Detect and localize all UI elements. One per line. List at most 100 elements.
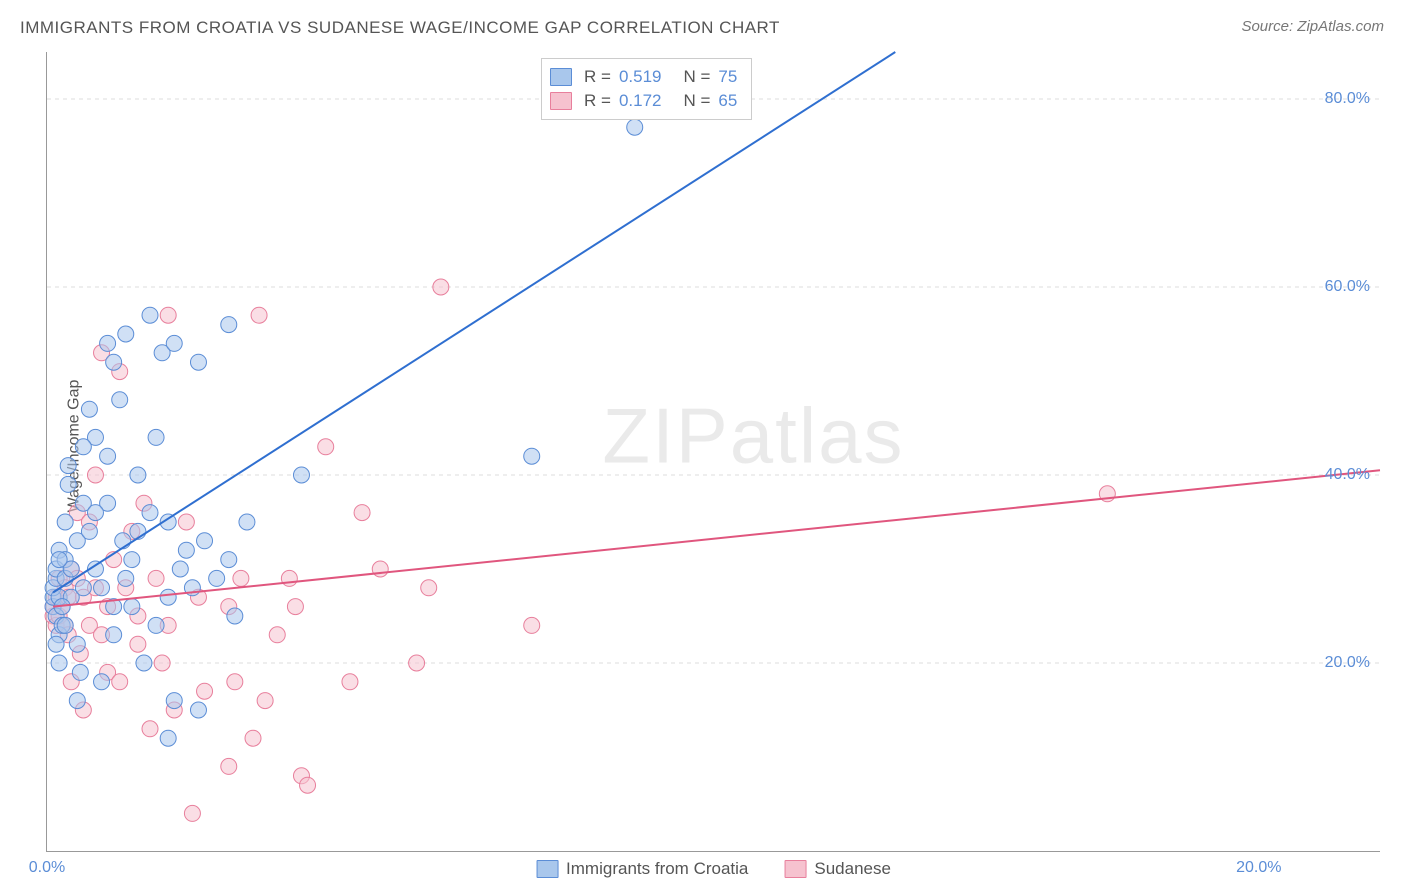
- scatter-point: [372, 561, 388, 577]
- scatter-point: [148, 570, 164, 586]
- scatter-point: [524, 617, 540, 633]
- scatter-point: [106, 354, 122, 370]
- scatter-point: [154, 655, 170, 671]
- stat-r-value-b: 0.172: [619, 91, 662, 111]
- scatter-point: [115, 533, 131, 549]
- scatter-point: [160, 730, 176, 746]
- scatter-point: [221, 552, 237, 568]
- scatter-point: [72, 664, 88, 680]
- scatter-point: [281, 570, 297, 586]
- swatch-b: [550, 92, 572, 110]
- scatter-point: [94, 674, 110, 690]
- scatter-point: [190, 702, 206, 718]
- stat-n-value-a: 75: [718, 67, 737, 87]
- bottom-label-a: Immigrants from Croatia: [566, 859, 748, 879]
- scatter-point: [51, 552, 67, 568]
- scatter-point: [142, 307, 158, 323]
- scatter-point: [69, 693, 85, 709]
- scatter-point: [112, 674, 128, 690]
- scatter-point: [81, 523, 97, 539]
- scatter-point: [227, 608, 243, 624]
- scatter-point: [148, 429, 164, 445]
- scatter-point: [166, 335, 182, 351]
- stat-n-value-b: 65: [718, 91, 737, 111]
- regression-line: [53, 52, 895, 593]
- scatter-point: [524, 448, 540, 464]
- scatter-point: [124, 552, 140, 568]
- scatter-point: [48, 636, 64, 652]
- stat-n-label-b: N =: [683, 91, 710, 111]
- scatter-point: [342, 674, 358, 690]
- scatter-point: [75, 580, 91, 596]
- scatter-point: [51, 655, 67, 671]
- stat-r-label-a: R =: [584, 67, 611, 87]
- stat-r-value-a: 0.519: [619, 67, 662, 87]
- plot-area: ZIPatlas R = 0.519 N = 75 R = 0.172 N = …: [46, 52, 1380, 852]
- x-tick-label: 20.0%: [1236, 859, 1281, 877]
- scatter-point: [233, 570, 249, 586]
- scatter-point: [118, 570, 134, 586]
- y-tick-label: 80.0%: [1325, 90, 1370, 108]
- scatter-point: [81, 401, 97, 417]
- scatter-point: [433, 279, 449, 295]
- bottom-legend-item-b: Sudanese: [784, 859, 891, 879]
- scatter-point: [60, 458, 76, 474]
- scatter-point: [142, 721, 158, 737]
- scatter-point: [245, 730, 261, 746]
- scatter-point: [409, 655, 425, 671]
- scatter-point: [160, 589, 176, 605]
- stat-legend: R = 0.519 N = 75 R = 0.172 N = 65: [541, 58, 752, 120]
- bottom-label-b: Sudanese: [814, 859, 891, 879]
- scatter-point: [190, 354, 206, 370]
- scatter-point: [142, 505, 158, 521]
- scatter-point: [75, 439, 91, 455]
- scatter-point: [287, 599, 303, 615]
- scatter-point: [136, 655, 152, 671]
- scatter-point: [130, 636, 146, 652]
- swatch-a: [550, 68, 572, 86]
- chart-title: IMMIGRANTS FROM CROATIA VS SUDANESE WAGE…: [20, 18, 780, 38]
- scatter-point: [118, 326, 134, 342]
- x-tick-label: 0.0%: [29, 859, 65, 877]
- bottom-legend-item-a: Immigrants from Croatia: [536, 859, 748, 879]
- scatter-point: [87, 467, 103, 483]
- y-tick-label: 40.0%: [1325, 466, 1370, 484]
- scatter-point: [293, 467, 309, 483]
- scatter-point: [148, 617, 164, 633]
- scatter-point: [269, 627, 285, 643]
- bottom-swatch-a: [536, 860, 558, 878]
- scatter-point: [124, 599, 140, 615]
- scatter-point: [178, 514, 194, 530]
- scatter-point: [318, 439, 334, 455]
- stat-legend-row-a: R = 0.519 N = 75: [550, 65, 737, 89]
- stat-n-label-a: N =: [683, 67, 710, 87]
- scatter-point: [221, 758, 237, 774]
- scatter-point: [106, 627, 122, 643]
- y-tick-label: 60.0%: [1325, 278, 1370, 296]
- y-tick-label: 20.0%: [1325, 654, 1370, 672]
- scatter-point: [60, 476, 76, 492]
- scatter-point: [100, 448, 116, 464]
- chart-container: IMMIGRANTS FROM CROATIA VS SUDANESE WAGE…: [0, 0, 1406, 892]
- scatter-point: [227, 674, 243, 690]
- scatter-point: [166, 693, 182, 709]
- scatter-point: [87, 505, 103, 521]
- scatter-point: [221, 317, 237, 333]
- scatter-point: [100, 335, 116, 351]
- scatter-point: [421, 580, 437, 596]
- scatter-point: [184, 805, 200, 821]
- scatter-point: [209, 570, 225, 586]
- scatter-point: [57, 617, 73, 633]
- scatter-point: [257, 693, 273, 709]
- scatter-point: [627, 119, 643, 135]
- regression-line: [53, 470, 1380, 606]
- stat-r-label-b: R =: [584, 91, 611, 111]
- scatter-point: [197, 683, 213, 699]
- source-attribution: Source: ZipAtlas.com: [1241, 18, 1384, 35]
- scatter-point: [172, 561, 188, 577]
- scatter-point: [130, 467, 146, 483]
- scatter-point: [354, 505, 370, 521]
- scatter-point: [57, 514, 73, 530]
- bottom-legend: Immigrants from Croatia Sudanese: [536, 859, 891, 879]
- scatter-point: [251, 307, 267, 323]
